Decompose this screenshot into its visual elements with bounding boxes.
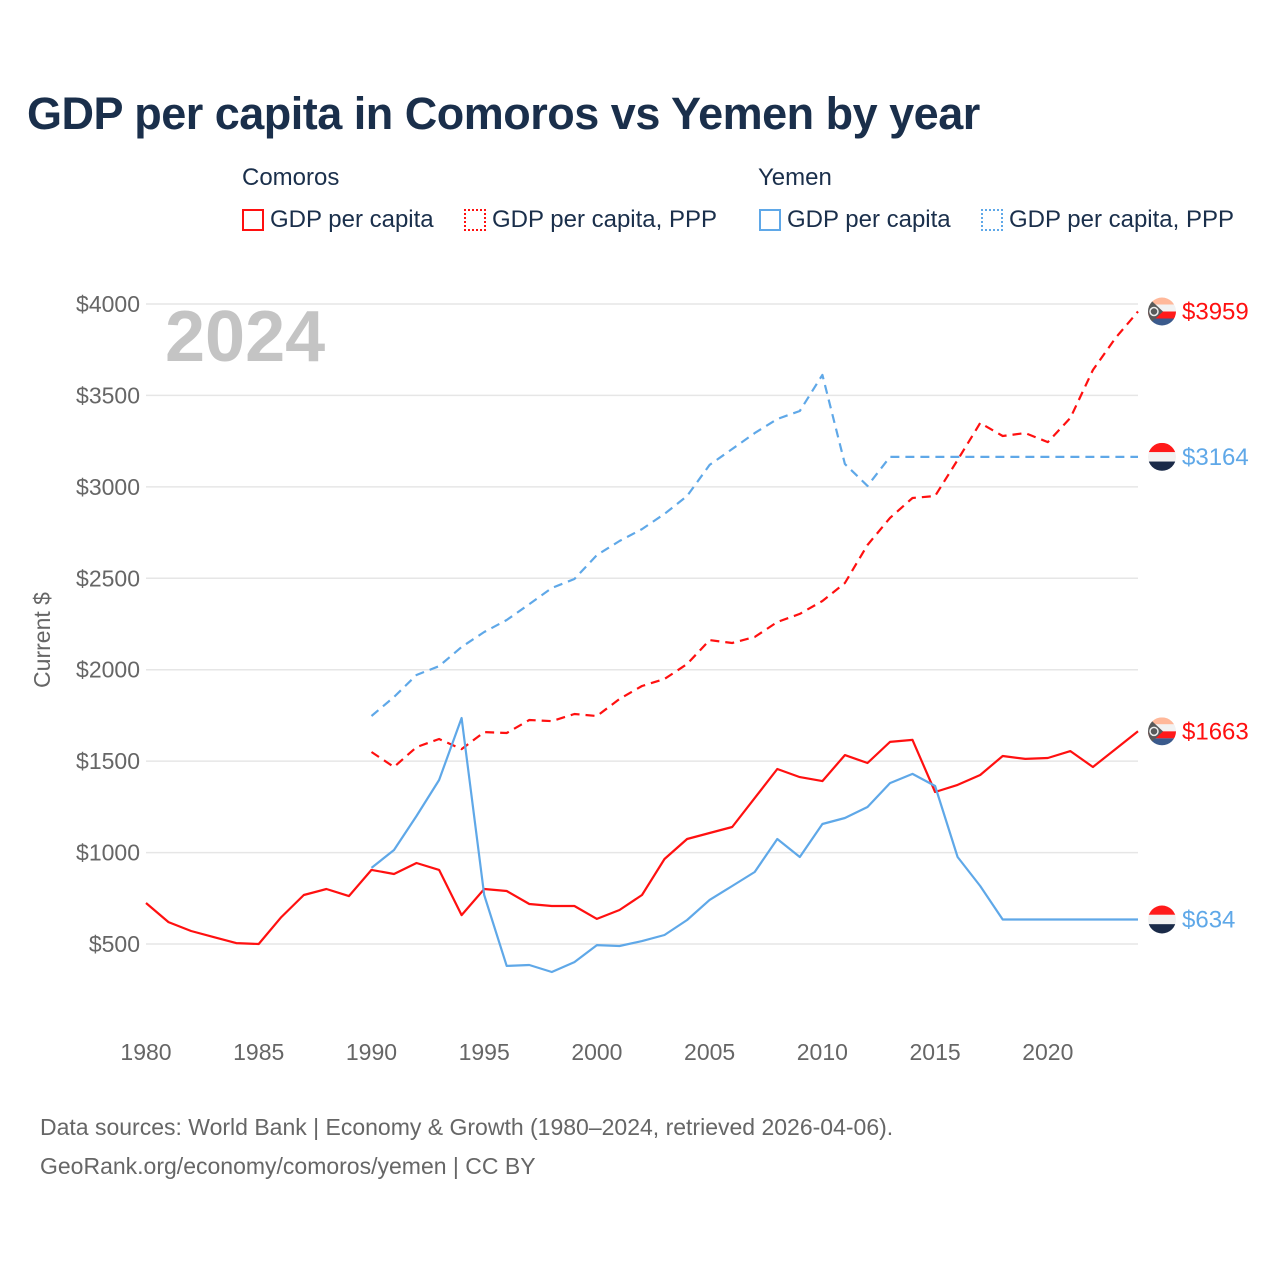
y-tick-label: $2000	[76, 657, 140, 683]
legend-swatch-solid-red	[242, 209, 264, 231]
legend-group-comoros: Comoros	[242, 164, 340, 191]
x-tick-label: 1980	[120, 1039, 171, 1065]
flag-stripe	[1148, 442, 1176, 453]
end-value-label: $634	[1182, 906, 1235, 933]
legend-label: GDP per capita, PPP	[1009, 206, 1234, 233]
y-tick-label: $4000	[76, 291, 140, 317]
y-tick-label: $2500	[76, 565, 140, 591]
flag-stripe	[1148, 304, 1176, 312]
legend-label: GDP per capita, PPP	[492, 206, 717, 233]
legend-label: GDP per capita	[787, 206, 951, 233]
flag-stripe	[1148, 297, 1176, 305]
series-line-yemen-gdp-per-capita-ppp	[370, 373, 1138, 717]
series-line-comoros-gdp-per-capita	[145, 730, 1139, 946]
end-value-label: $3164	[1182, 444, 1249, 471]
flag-stripe	[1148, 924, 1176, 934]
x-tick-label: 2005	[684, 1039, 735, 1065]
legend-comoros-ppp[interactable]: GDP per capita, PPP	[464, 206, 717, 234]
flag-stripe	[1148, 724, 1176, 732]
y-tick-label: $500	[89, 931, 140, 957]
flag-stripe	[1148, 738, 1176, 746]
yemen-flag-icon	[1148, 905, 1176, 934]
legend-comoros-gdp[interactable]: GDP per capita	[242, 206, 434, 234]
legend-swatch-solid-blue	[759, 209, 781, 231]
x-tick-label: 2015	[910, 1039, 961, 1065]
y-axis-label: Current $	[29, 592, 55, 688]
flag-stripe	[1148, 318, 1176, 326]
end-value-label: $3959	[1182, 298, 1249, 325]
end-value-label: $1663	[1182, 718, 1249, 745]
comoros-flag-icon	[1148, 717, 1176, 746]
legend-label: GDP per capita	[270, 206, 434, 233]
x-tick-label: 1990	[346, 1039, 397, 1065]
x-tick-label: 1995	[459, 1039, 510, 1065]
series-line-yemen-gdp-per-capita	[370, 716, 1138, 974]
source-note: Data sources: World Bank | Economy & Gro…	[40, 1108, 893, 1186]
x-tick-label: 2010	[797, 1039, 848, 1065]
source-line-1: Data sources: World Bank | Economy & Gro…	[40, 1114, 894, 1140]
yemen-flag-icon	[1148, 442, 1176, 471]
chart-title: GDP per capita in Comoros vs Yemen by ye…	[27, 88, 980, 139]
flag-stripe	[1148, 461, 1176, 471]
flag-crescent	[1149, 726, 1159, 737]
flag-stripe	[1148, 914, 1176, 925]
y-tick-label: $1000	[76, 840, 140, 866]
legend-group-yemen: Yemen	[758, 164, 832, 191]
comoros-flag-icon	[1148, 297, 1176, 326]
y-tick-label: $1500	[76, 748, 140, 774]
flag-stripe	[1148, 452, 1176, 462]
flag-triangle	[1148, 297, 1163, 326]
x-tick-label: 2020	[1022, 1039, 1073, 1065]
source-line-2[interactable]: GeoRank.org/economy/comoros/yemen | CC B…	[40, 1153, 536, 1179]
x-tick-label: 1985	[233, 1039, 284, 1065]
flag-stripe	[1148, 717, 1176, 725]
legend-yemen-ppp[interactable]: GDP per capita, PPP	[981, 206, 1234, 234]
flag-crescent	[1149, 306, 1159, 317]
legend-yemen-gdp[interactable]: GDP per capita	[759, 206, 951, 234]
legend-swatch-dotted-blue	[981, 209, 1003, 231]
flag-stripe	[1148, 731, 1176, 739]
x-tick-label: 2000	[571, 1039, 622, 1065]
legend-swatch-dotted-red	[464, 209, 486, 231]
flag-stripe	[1148, 905, 1176, 915]
flag-triangle	[1148, 717, 1163, 746]
year-watermark: 2024	[165, 297, 326, 377]
y-tick-label: $3500	[76, 382, 140, 408]
flag-stripe	[1148, 311, 1176, 319]
y-tick-label: $3000	[76, 474, 140, 500]
series-line-comoros-gdp-per-capita-ppp	[370, 310, 1139, 769]
